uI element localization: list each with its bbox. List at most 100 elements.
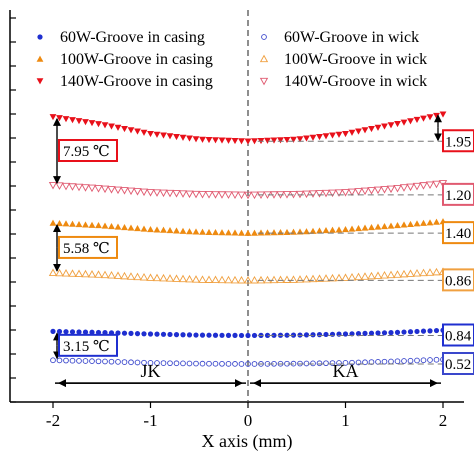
data-point [399,184,409,192]
data-point [94,185,103,193]
diff-label: 5.58 ℃ [63,241,110,257]
data-point [173,134,180,141]
data-point [277,228,284,236]
data-point [81,269,90,278]
data-point [147,360,154,366]
data-point [426,219,434,226]
data-point [108,222,115,230]
series-140w-groove-in-casing [49,111,447,145]
data-point [289,275,298,283]
data-point [433,218,440,225]
data-point [153,131,161,138]
data-point [166,133,174,140]
data-point [238,361,245,367]
data-point [128,359,134,366]
data-point [76,358,82,364]
data-point [316,134,323,141]
data-point [368,330,375,336]
data-point [185,190,194,199]
data-point [82,358,89,364]
data-point [386,270,396,279]
data-point [102,358,108,365]
diff-label: 7.95 ℃ [63,144,110,160]
data-point [193,332,199,338]
data-point [439,111,447,118]
data-point [290,136,297,143]
data-point [381,222,388,230]
series-100w-groove-in-casing [49,218,447,236]
data-point [120,187,129,195]
data-point [256,275,266,284]
data-point [388,358,394,365]
data-point [355,128,362,135]
data-point [394,358,401,365]
data-point [251,332,258,339]
data-point [140,129,148,136]
data-point [296,136,304,143]
data-point [259,77,269,86]
data-point [329,331,336,337]
data-point [101,222,109,229]
data-point [263,275,272,284]
data-point [295,190,305,199]
data-point [362,359,368,366]
data-point [69,357,76,364]
data-point [134,128,141,135]
data-point [154,360,160,366]
data-point [74,269,84,278]
data-point [394,221,401,229]
diff-label-box [442,352,474,375]
data-point [310,360,316,367]
data-point [261,34,267,40]
series-140w-groove-in-wick [48,180,448,200]
data-point [303,135,310,142]
data-point [204,191,214,199]
data-point [75,221,83,228]
data-point [264,332,271,338]
data-point [420,115,427,122]
data-point [146,189,155,197]
data-point [321,274,331,282]
data-point [323,331,329,338]
data-point [401,329,407,335]
region-label: KA [333,361,359,381]
data-point [302,274,311,283]
data-point [179,134,187,141]
data-point [69,117,76,124]
data-point [95,222,102,229]
data-point [48,181,58,190]
legend-label: 140W-Groove in wick [284,73,427,90]
data-point [413,116,421,124]
data-point [37,34,43,40]
data-point [283,228,291,235]
data-point [225,229,232,236]
data-point [368,223,375,231]
data-point [121,359,128,365]
data-point [414,357,420,364]
data-point [192,228,200,235]
data-point [192,136,200,143]
data-point [160,360,167,366]
data-point [167,360,173,367]
data-point [219,332,225,338]
data-point [62,116,70,123]
data-point [211,275,220,284]
data-point [412,182,422,191]
data-point [225,332,232,338]
diff-label: 3.15 ℃ [63,339,110,355]
data-point [76,329,82,335]
data-point [165,274,175,282]
data-point [88,120,96,127]
legend-entry: 100W-Groove in wick [259,51,427,68]
data-point [427,357,433,363]
data-point [219,360,225,367]
legend-label: 60W-Groove in casing [60,29,205,46]
data-point [316,227,323,234]
data-point [420,219,427,226]
data-point [159,273,168,282]
diff-label-box [442,182,474,206]
data-point [206,360,212,367]
data-point [147,225,154,233]
diff-label-box [442,129,474,153]
data-point [178,274,188,283]
